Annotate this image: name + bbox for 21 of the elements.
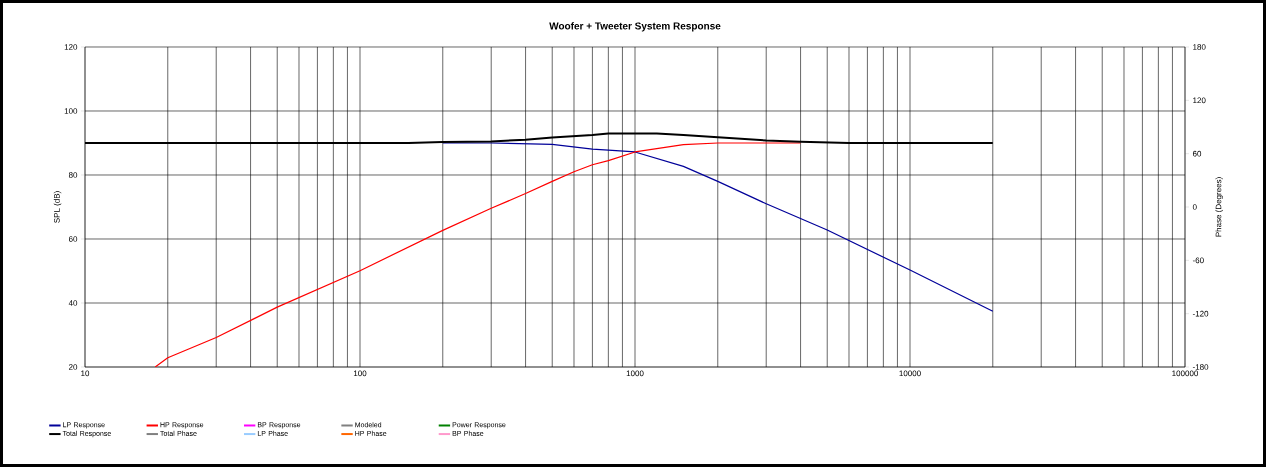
y2-tick-label: 120 <box>1193 97 1206 104</box>
y-tick-label: 60 <box>68 236 78 242</box>
x-tick-label: 100000 <box>1172 370 1199 377</box>
y2-tick-label: 60 <box>1192 150 1202 157</box>
y-tick-label: 120 <box>64 44 78 50</box>
x-tick-label: 10 <box>81 370 90 377</box>
x-tick-label: 1000 <box>626 370 644 377</box>
y-tick-label: 20 <box>68 364 78 370</box>
y-tick-label: 40 <box>68 300 78 306</box>
y2-tick-label: -180 <box>1192 364 1209 370</box>
chart-title: Woofer + Tweeter System Response <box>549 22 721 32</box>
y2-tick-label: -60 <box>1192 257 1204 264</box>
x-tick-label: 10000 <box>899 370 921 377</box>
y-tick-label: 100 <box>64 108 78 114</box>
y2-tick-label: 0 <box>1192 204 1197 210</box>
y-axis-title: SPL (dB) <box>53 191 62 223</box>
y2-tick-label: -120 <box>1192 310 1209 317</box>
y2-tick-label: 180 <box>1193 44 1206 50</box>
x-tick-label: 100 <box>353 370 367 377</box>
y2-axis-title: Phase (Degrees) <box>1215 177 1223 237</box>
y-tick-label: 80 <box>68 172 78 178</box>
